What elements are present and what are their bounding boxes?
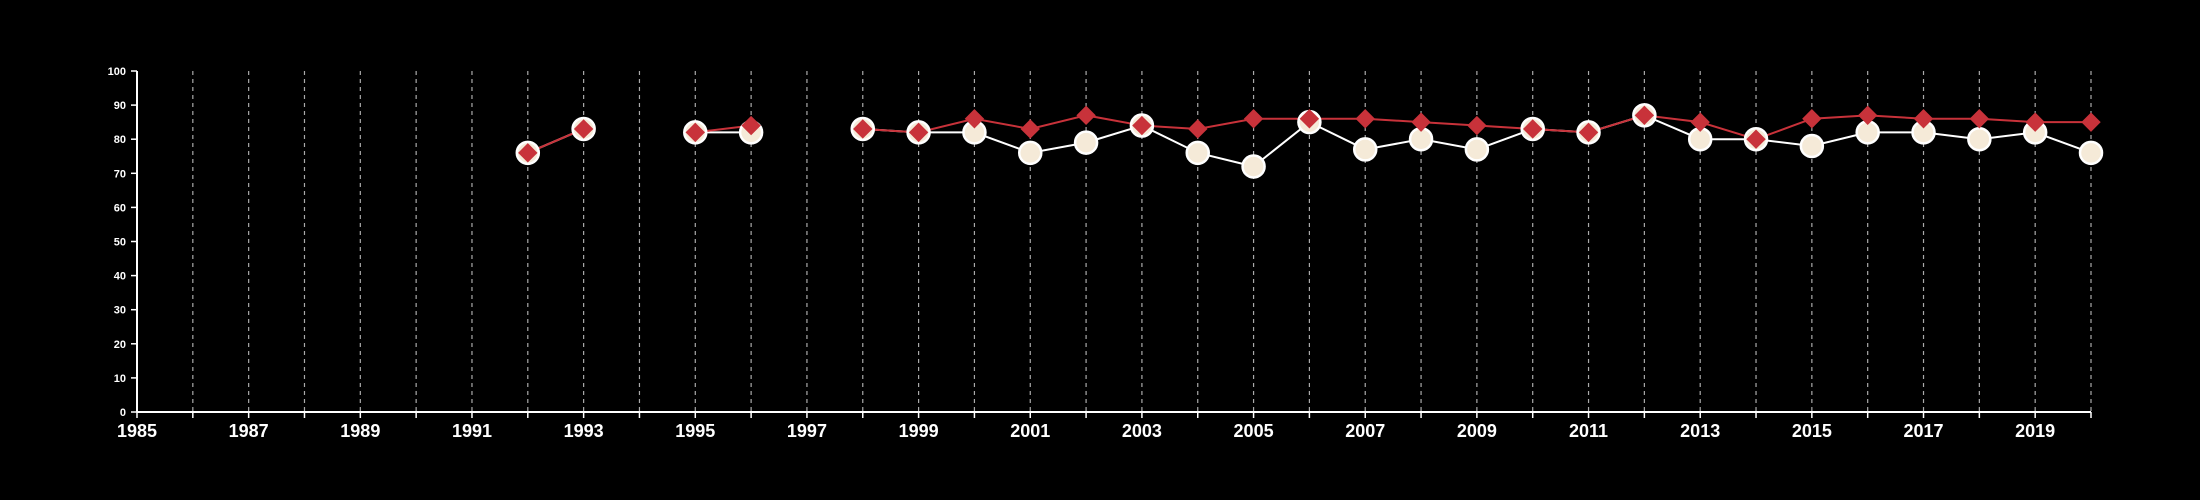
data-point-diamond: [1969, 109, 1990, 129]
x-tick-label: 2019: [2015, 421, 2055, 441]
data-point-circle: [1464, 137, 1490, 162]
data-point-diamond: [1857, 105, 1878, 126]
data-point-circle: [1967, 126, 1992, 152]
data-point-circle: [2078, 140, 2104, 166]
y-tick-label: 50: [114, 237, 126, 249]
data-point-diamond: [1746, 129, 1766, 149]
data-point-diamond: [1634, 105, 1655, 126]
data-point-diamond: [1523, 119, 1543, 139]
data-point-circle: [1185, 140, 1210, 166]
data-point-diamond: [1020, 119, 1040, 139]
y-tick-label: 60: [114, 202, 126, 214]
y-tick-label: 10: [114, 373, 126, 385]
x-tick-label: 1991: [452, 421, 492, 441]
data-point-diamond: [853, 119, 873, 139]
x-tick-label: 2017: [1903, 421, 1943, 441]
x-tick-label: 1993: [564, 421, 604, 441]
x-tick-label: 2001: [1010, 421, 1050, 441]
data-point-diamond: [1076, 105, 1096, 126]
x-tick-label: 1997: [787, 421, 827, 441]
data-point-diamond: [2081, 112, 2101, 132]
x-tick-label: 2009: [1457, 421, 1497, 441]
data-point-circle: [1799, 133, 1825, 159]
data-point-diamond: [741, 115, 761, 136]
data-point-diamond: [964, 109, 985, 129]
data-point-diamond: [1578, 122, 1599, 143]
x-tick-label: 1995: [675, 421, 715, 441]
x-tick-label: 2005: [1234, 421, 1274, 441]
data-point-diamond: [2025, 112, 2045, 132]
data-point-circle: [1352, 137, 1378, 162]
data-point-circle: [1018, 140, 1043, 166]
data-point-diamond: [518, 143, 538, 163]
data-point-diamond: [1690, 112, 1710, 132]
data-point-diamond: [1188, 119, 1208, 139]
data-point-diamond: [1299, 109, 1320, 129]
data-point-diamond: [1913, 109, 1934, 129]
y-tick-label: 30: [114, 305, 126, 317]
y-tick-label: 20: [114, 339, 126, 351]
x-tick-label: 1985: [117, 421, 157, 441]
data-point-diamond: [1132, 115, 1152, 136]
data-point-diamond: [1355, 109, 1375, 129]
data-point-circle: [1073, 130, 1099, 155]
data-point-diamond: [1802, 109, 1822, 129]
data-point-diamond: [685, 122, 705, 143]
axes: 0 10 20 30 40 50 60 70 80 90 100 1985 1987 1989 1991 19…: [108, 66, 2092, 441]
data-point-diamond: [1243, 109, 1264, 129]
x-tick-label: 2013: [1680, 421, 1720, 441]
x-tick-label: 1989: [340, 421, 380, 441]
x-tick-label: 2011: [1569, 421, 1608, 441]
y-tick-label: 40: [114, 271, 126, 283]
y-tick-label: 90: [114, 100, 126, 112]
y-tick-label: 80: [114, 134, 126, 146]
data-point-circle: [1241, 154, 1266, 179]
y-tick-label: 70: [114, 168, 126, 180]
y-tick-label: 100: [108, 66, 126, 78]
x-tick-label: 2015: [1792, 421, 1832, 441]
x-tick-label: 2003: [1122, 421, 1162, 441]
series-diamond-points: [518, 105, 2101, 163]
y-tick-label: 0: [120, 407, 126, 419]
x-tick-label: 1999: [899, 421, 939, 441]
data-point-diamond: [573, 119, 594, 139]
series-layer: [515, 103, 2104, 179]
x-tick-label: 2007: [1345, 421, 1385, 441]
data-point-diamond: [1411, 112, 1431, 132]
data-point-diamond: [908, 122, 929, 143]
data-point-diamond: [1467, 115, 1487, 136]
x-tick-label: 1987: [229, 421, 269, 441]
